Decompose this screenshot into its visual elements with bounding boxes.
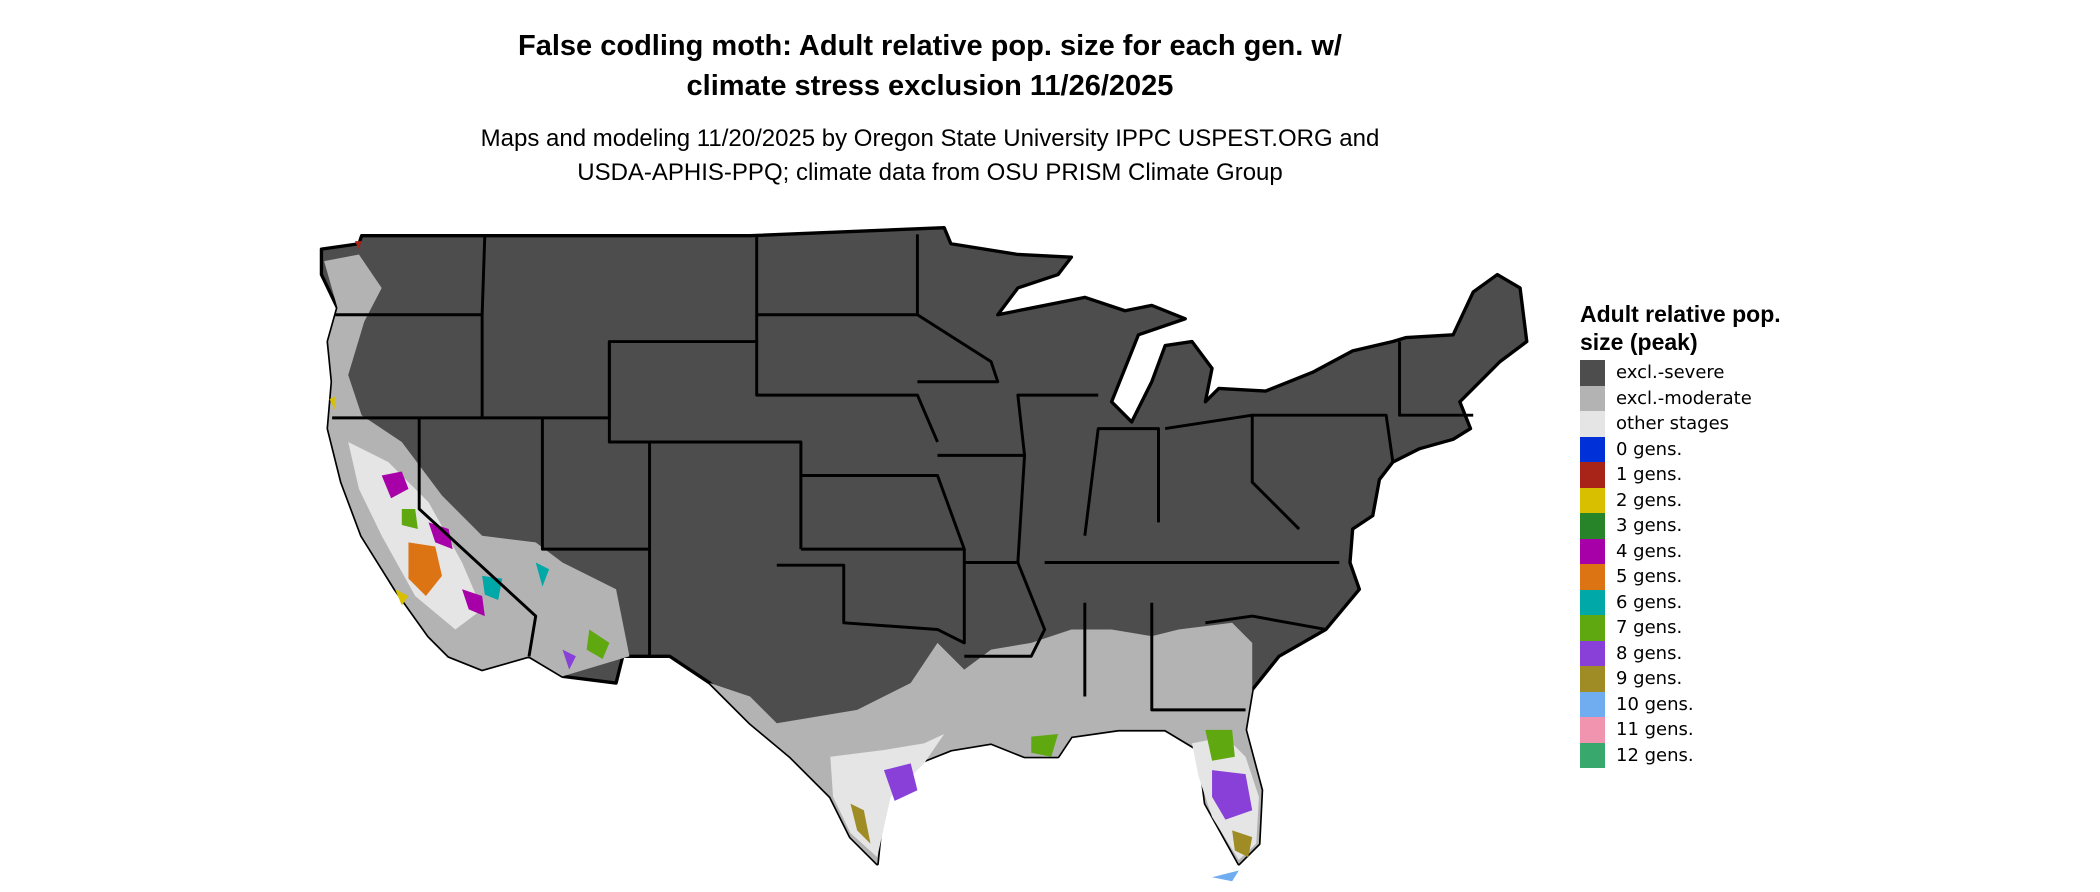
legend-item: excl.-severe (1580, 360, 1800, 386)
legend-item: 2 gens. (1580, 487, 1800, 513)
generation-patches (329, 241, 1253, 882)
legend-label: 11 gens. (1616, 719, 1694, 741)
legend: Adult relative pop. size (peak) excl.-se… (1580, 300, 1800, 768)
legend-swatch (1580, 691, 1605, 717)
legend-item: 7 gens. (1580, 615, 1800, 641)
legend-label: 2 gens. (1616, 489, 1683, 511)
legend-item: 5 gens. (1580, 564, 1800, 590)
legend-label: 4 gens. (1616, 540, 1683, 562)
legend-item: 10 gens. (1580, 691, 1800, 717)
legend-swatch (1580, 615, 1605, 641)
legend-swatch (1580, 462, 1605, 488)
legend-label: excl.-moderate (1616, 387, 1752, 409)
map-title-line-2: climate stress exclusion 11/26/2025 (686, 70, 1174, 102)
legend-label: 10 gens. (1616, 693, 1694, 715)
legend-item: 0 gens. (1580, 436, 1800, 462)
legend-swatch (1580, 487, 1605, 513)
legend-swatch (1580, 564, 1605, 590)
legend-item: 1 gens. (1580, 462, 1800, 488)
legend-swatch (1580, 360, 1605, 386)
legend-label: 5 gens. (1616, 566, 1683, 588)
map-subtitle-line-1: Maps and modeling 11/20/2025 by Oregon S… (480, 125, 1380, 152)
zone-excl-moderate-west (324, 254, 630, 677)
legend-swatch (1580, 742, 1605, 768)
legend-items: excl.-severe excl.-moderate other stages 0 … (1580, 360, 1800, 768)
legend-swatch (1580, 666, 1605, 692)
legend-item: 12 gens. (1580, 742, 1800, 768)
legend-label: 6 gens. (1616, 591, 1683, 613)
legend-label: 9 gens. (1616, 668, 1683, 690)
legend-label: 7 gens. (1616, 617, 1683, 639)
map-subtitle-line-2: USDA-APHIS-PPQ; climate data from OSU PR… (577, 159, 1283, 186)
legend-label: excl.-severe (1616, 362, 1725, 384)
legend-swatch (1580, 589, 1605, 615)
legend-item: 8 gens. (1580, 640, 1800, 666)
legend-item: 6 gens. (1580, 589, 1800, 615)
legend-swatch (1580, 717, 1605, 743)
legend-label: 0 gens. (1616, 438, 1683, 460)
map-title-line-1: False codling moth: Adult relative pop. … (518, 30, 1342, 62)
legend-swatch (1580, 385, 1605, 411)
legend-label: 8 gens. (1616, 642, 1683, 664)
legend-item: other stages (1580, 411, 1800, 437)
legend-label: 3 gens. (1616, 515, 1683, 537)
legend-item: 9 gens. (1580, 666, 1800, 692)
legend-label: 12 gens. (1616, 744, 1694, 766)
legend-label: other stages (1616, 413, 1730, 435)
legend-swatch (1580, 538, 1605, 564)
legend-item: 11 gens. (1580, 717, 1800, 743)
legend-label: 1 gens. (1616, 464, 1683, 486)
legend-swatch (1580, 640, 1605, 666)
legend-item: 3 gens. (1580, 513, 1800, 539)
legend-swatch (1580, 411, 1605, 437)
legend-item: 4 gens. (1580, 538, 1800, 564)
legend-swatch (1580, 513, 1605, 539)
legend-title: Adult relative pop. size (peak) (1580, 301, 1781, 355)
legend-swatch (1580, 436, 1605, 462)
state-borders (332, 234, 1474, 712)
zone-other-stages-california (348, 441, 483, 630)
legend-item: excl.-moderate (1580, 385, 1800, 411)
